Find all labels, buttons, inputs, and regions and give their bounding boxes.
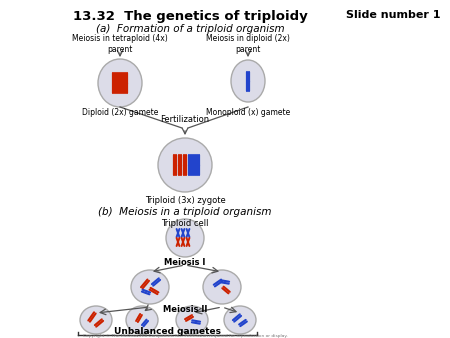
Text: Meiosis II: Meiosis II xyxy=(163,305,207,314)
Text: (b)  Meiosis in a triploid organism: (b) Meiosis in a triploid organism xyxy=(98,207,272,217)
Ellipse shape xyxy=(98,59,142,107)
Text: Triploid (3x) zygote: Triploid (3x) zygote xyxy=(144,196,225,205)
Ellipse shape xyxy=(166,219,204,257)
Ellipse shape xyxy=(176,306,208,334)
Text: Slide number 1: Slide number 1 xyxy=(346,10,440,20)
Text: Fertilization: Fertilization xyxy=(161,115,210,124)
Ellipse shape xyxy=(80,306,112,334)
Text: Meiosis in diploid (2x)
parent: Meiosis in diploid (2x) parent xyxy=(206,34,290,54)
Ellipse shape xyxy=(203,270,241,304)
Ellipse shape xyxy=(158,138,212,192)
Text: 13.32  The genetics of triploidy: 13.32 The genetics of triploidy xyxy=(72,10,307,23)
Ellipse shape xyxy=(131,270,169,304)
Ellipse shape xyxy=(126,306,158,334)
Text: Triploid cell: Triploid cell xyxy=(161,219,209,228)
Text: Meiosis I: Meiosis I xyxy=(164,258,206,267)
Ellipse shape xyxy=(231,60,265,102)
Text: Unbalanced gametes: Unbalanced gametes xyxy=(114,327,221,336)
Text: (a)  Formation of a triploid organism: (a) Formation of a triploid organism xyxy=(96,24,284,34)
Text: Diploid (2x) gamete: Diploid (2x) gamete xyxy=(82,108,158,117)
Text: Monoploid (x) gamete: Monoploid (x) gamete xyxy=(206,108,290,117)
Ellipse shape xyxy=(224,306,256,334)
Text: Meiosis in tetraploid (4x)
parent: Meiosis in tetraploid (4x) parent xyxy=(72,34,168,54)
Text: Copyright © The McGraw-Hill Companies, Inc. Permission required for reproduction: Copyright © The McGraw-Hill Companies, I… xyxy=(83,334,288,338)
